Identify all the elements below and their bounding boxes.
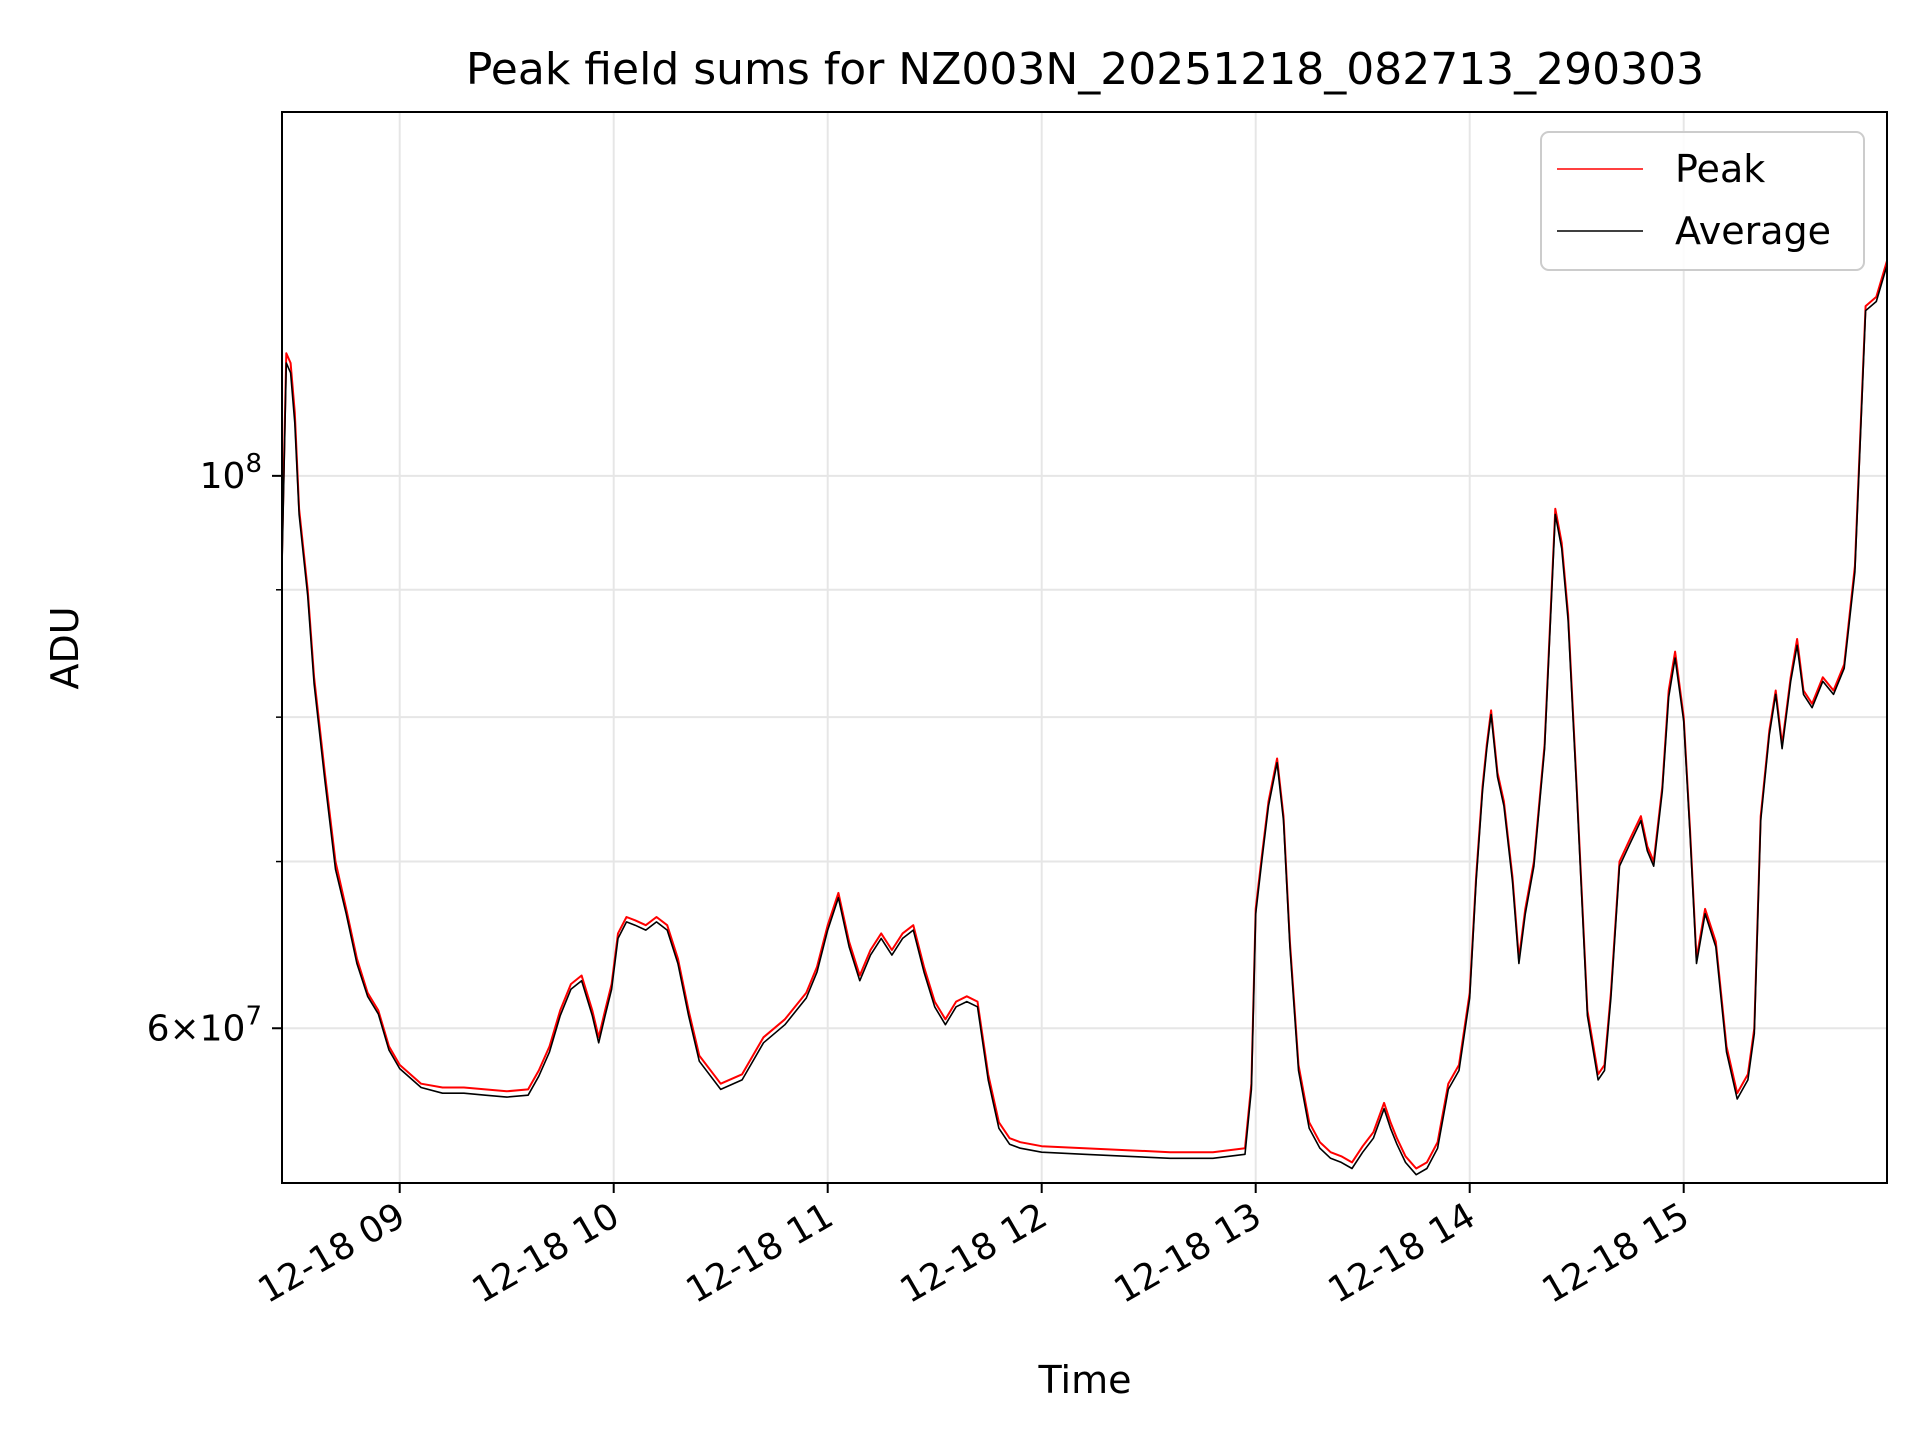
series-group xyxy=(282,260,1887,1176)
legend: Peak Average xyxy=(1540,131,1865,271)
y-axis-ticks: 108 6×107 xyxy=(147,449,282,1049)
plot-frame xyxy=(281,111,1888,1184)
legend-box xyxy=(1540,131,1865,271)
y-axis-label: ADU xyxy=(43,606,87,689)
series-line-average xyxy=(282,265,1887,1176)
legend-label-peak: Peak xyxy=(1675,147,1765,191)
y-tick-label-1: 6×107 xyxy=(147,1001,262,1049)
chart-title: Peak field sums for NZ003N_20251218_0827… xyxy=(466,44,1704,95)
y-tick-label-0: 108 xyxy=(200,449,262,497)
legend-label-average: Average xyxy=(1675,209,1831,253)
x-axis-label: Time xyxy=(1038,1358,1132,1402)
